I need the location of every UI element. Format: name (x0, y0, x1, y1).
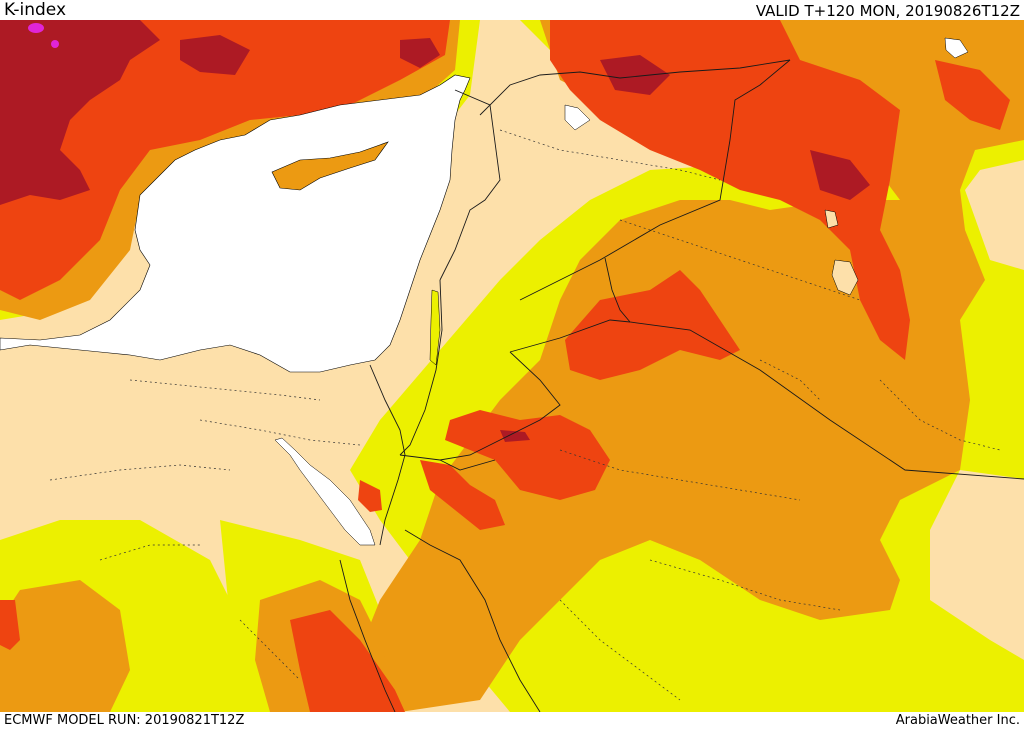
map-area (0, 20, 1024, 712)
lake-van (564, 104, 591, 131)
k-index-dark-red-zones (0, 20, 870, 442)
k-index-magenta-zones (28, 23, 59, 48)
k-index-map (0, 20, 1024, 712)
province-boundaries (49, 129, 1001, 701)
footer-bar: ECMWF MODEL RUN: 20190821T12Z ArabiaWeat… (0, 712, 1024, 729)
header-bar: K-index VALID T+120 MON, 20190826T12Z (0, 0, 1024, 20)
lake-tharthar (824, 209, 839, 229)
gulf-of-suez (274, 437, 376, 546)
credit-label: ArabiaWeather Inc. (895, 713, 1020, 728)
cyprus-island (271, 141, 389, 191)
lake-urmia (944, 37, 969, 59)
dead-sea (429, 289, 441, 366)
model-run-label: ECMWF MODEL RUN: 20190821T12Z (4, 713, 245, 728)
valid-time: VALID T+120 MON, 20190826T12Z (755, 2, 1020, 20)
map-title: K-index (4, 0, 67, 20)
lake-iraq (831, 259, 859, 296)
k-index-orange-zones (0, 20, 1010, 712)
country-borders (339, 59, 1024, 712)
mediterranean-sea (0, 74, 471, 373)
